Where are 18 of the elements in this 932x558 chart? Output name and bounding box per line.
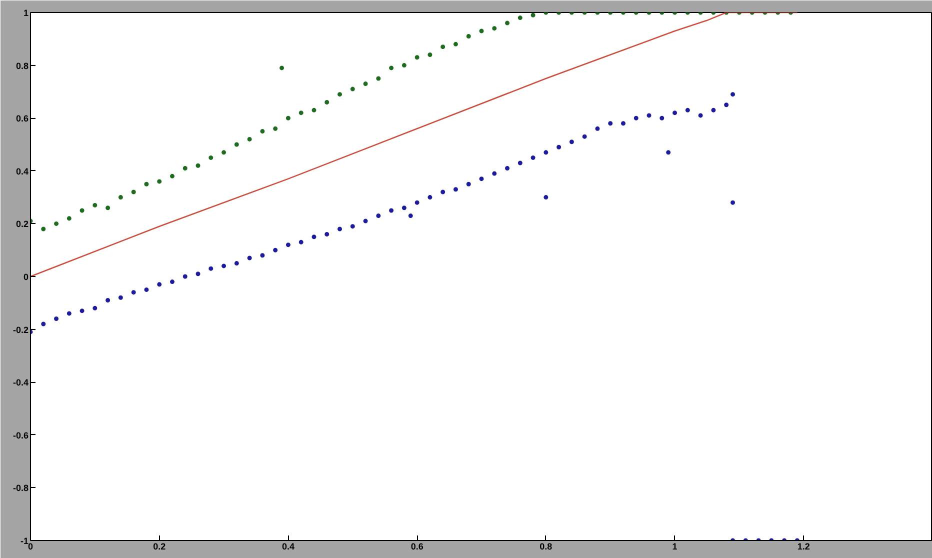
y-tick-label: 0.4 <box>16 166 29 176</box>
y-tick-label: -1 <box>20 536 29 546</box>
y-tick-label: -0.8 <box>12 483 29 494</box>
x-tick-label: 0.2 <box>153 542 166 552</box>
x-tick-label: 0.6 <box>410 542 424 552</box>
y-tick-label: -0.2 <box>12 324 29 335</box>
y-tick-label: 0.2 <box>16 219 29 230</box>
x-tick-label: 1 <box>672 542 678 552</box>
y-tick-label: 0.6 <box>16 114 29 124</box>
x-tick-label: 0.8 <box>540 542 552 552</box>
x-tick-label: 1.2 <box>797 542 810 552</box>
y-tick-label: -0.4 <box>12 378 29 388</box>
x-tick-label: 0.4 <box>282 542 294 552</box>
line-series <box>30 12 798 278</box>
y-tick-label: 1 <box>23 8 29 18</box>
y-tick-label: 0.8 <box>16 60 29 71</box>
y-tick-label: 0 <box>23 272 29 282</box>
y-tick-label: -0.6 <box>12 430 29 440</box>
